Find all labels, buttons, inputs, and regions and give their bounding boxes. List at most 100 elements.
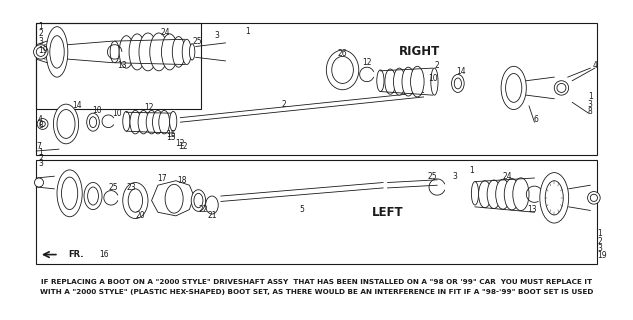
Text: 12: 12 [176,139,185,148]
Text: 18: 18 [177,176,187,185]
Ellipse shape [545,181,563,215]
Ellipse shape [394,68,405,95]
Ellipse shape [194,193,203,208]
Text: 12: 12 [362,58,372,67]
Text: 3: 3 [38,159,43,168]
Text: 2: 2 [435,61,439,70]
Ellipse shape [61,177,78,210]
Text: 19: 19 [38,46,47,55]
Circle shape [36,47,46,56]
Ellipse shape [411,66,424,97]
Text: 13: 13 [117,61,127,70]
Ellipse shape [123,182,148,219]
Text: 1: 1 [246,27,250,36]
Text: 2: 2 [598,236,602,245]
Ellipse shape [50,36,64,68]
Text: 23: 23 [126,182,135,192]
Text: 6: 6 [534,115,539,124]
Text: 13: 13 [527,205,537,214]
Text: 15: 15 [166,130,176,139]
Text: 4: 4 [592,61,597,70]
Ellipse shape [451,75,464,92]
Ellipse shape [123,111,130,131]
Text: 10: 10 [92,106,101,115]
Ellipse shape [170,111,177,131]
Text: 1: 1 [469,166,473,175]
Text: 3: 3 [588,100,592,109]
Ellipse shape [496,179,510,209]
Circle shape [34,45,48,59]
Circle shape [591,194,598,201]
Text: 14: 14 [72,101,82,110]
Text: 8: 8 [38,121,43,130]
Text: FR.: FR. [68,250,84,259]
Text: 3: 3 [38,36,43,45]
Ellipse shape [182,39,191,65]
Text: 24: 24 [503,172,512,181]
Text: 25: 25 [192,36,203,45]
Text: 25: 25 [428,172,437,181]
Ellipse shape [206,196,218,214]
Ellipse shape [332,56,353,84]
Ellipse shape [172,36,185,67]
Text: 15: 15 [166,133,176,142]
Ellipse shape [454,78,461,89]
Ellipse shape [161,34,178,70]
Ellipse shape [129,34,146,70]
Text: 16: 16 [99,250,109,259]
Ellipse shape [165,184,183,213]
Ellipse shape [431,68,438,95]
Text: 12: 12 [144,103,154,112]
Ellipse shape [501,66,526,109]
Circle shape [37,119,48,129]
Ellipse shape [128,189,142,212]
Text: RIGHT: RIGHT [399,45,440,59]
Text: 21: 21 [207,211,216,220]
Ellipse shape [540,172,568,223]
Circle shape [587,192,600,204]
Ellipse shape [189,44,195,60]
Ellipse shape [479,181,491,208]
Ellipse shape [150,33,168,71]
Ellipse shape [119,36,134,68]
Text: 26: 26 [338,49,348,58]
Text: 25: 25 [109,182,118,192]
Circle shape [40,121,46,127]
Text: 14: 14 [456,67,467,76]
Text: 10: 10 [113,109,122,118]
Ellipse shape [87,113,99,131]
Text: 1: 1 [598,229,602,238]
Circle shape [555,81,568,95]
Text: LEFT: LEFT [372,206,403,219]
Text: IF REPLACING A BOOT ON A "2000 STYLE" DRIVESHAFT ASSY  THAT HAS BEEN INSTALLED O: IF REPLACING A BOOT ON A "2000 STYLE" DR… [41,279,592,284]
Ellipse shape [327,50,359,90]
Text: 5: 5 [299,205,304,214]
Text: 22: 22 [198,205,208,214]
Ellipse shape [89,117,97,128]
Ellipse shape [138,110,149,134]
Ellipse shape [153,110,163,134]
Text: 12: 12 [179,142,188,151]
Ellipse shape [146,110,157,134]
Text: 3: 3 [214,31,219,40]
Text: 3: 3 [598,244,603,253]
Ellipse shape [110,41,119,63]
Text: 2: 2 [282,100,286,109]
Ellipse shape [191,190,206,211]
Ellipse shape [84,182,102,210]
Ellipse shape [472,182,479,205]
Ellipse shape [513,178,529,211]
Text: 1: 1 [38,148,43,157]
Ellipse shape [87,187,99,205]
Text: 10: 10 [428,75,437,84]
Ellipse shape [487,180,501,208]
Ellipse shape [130,110,141,134]
Ellipse shape [53,104,78,144]
Circle shape [34,178,44,187]
Text: 8: 8 [588,107,592,116]
Ellipse shape [46,27,68,77]
Ellipse shape [159,110,170,134]
Text: 1: 1 [38,22,43,31]
Ellipse shape [506,74,522,102]
Text: 1: 1 [588,92,592,101]
